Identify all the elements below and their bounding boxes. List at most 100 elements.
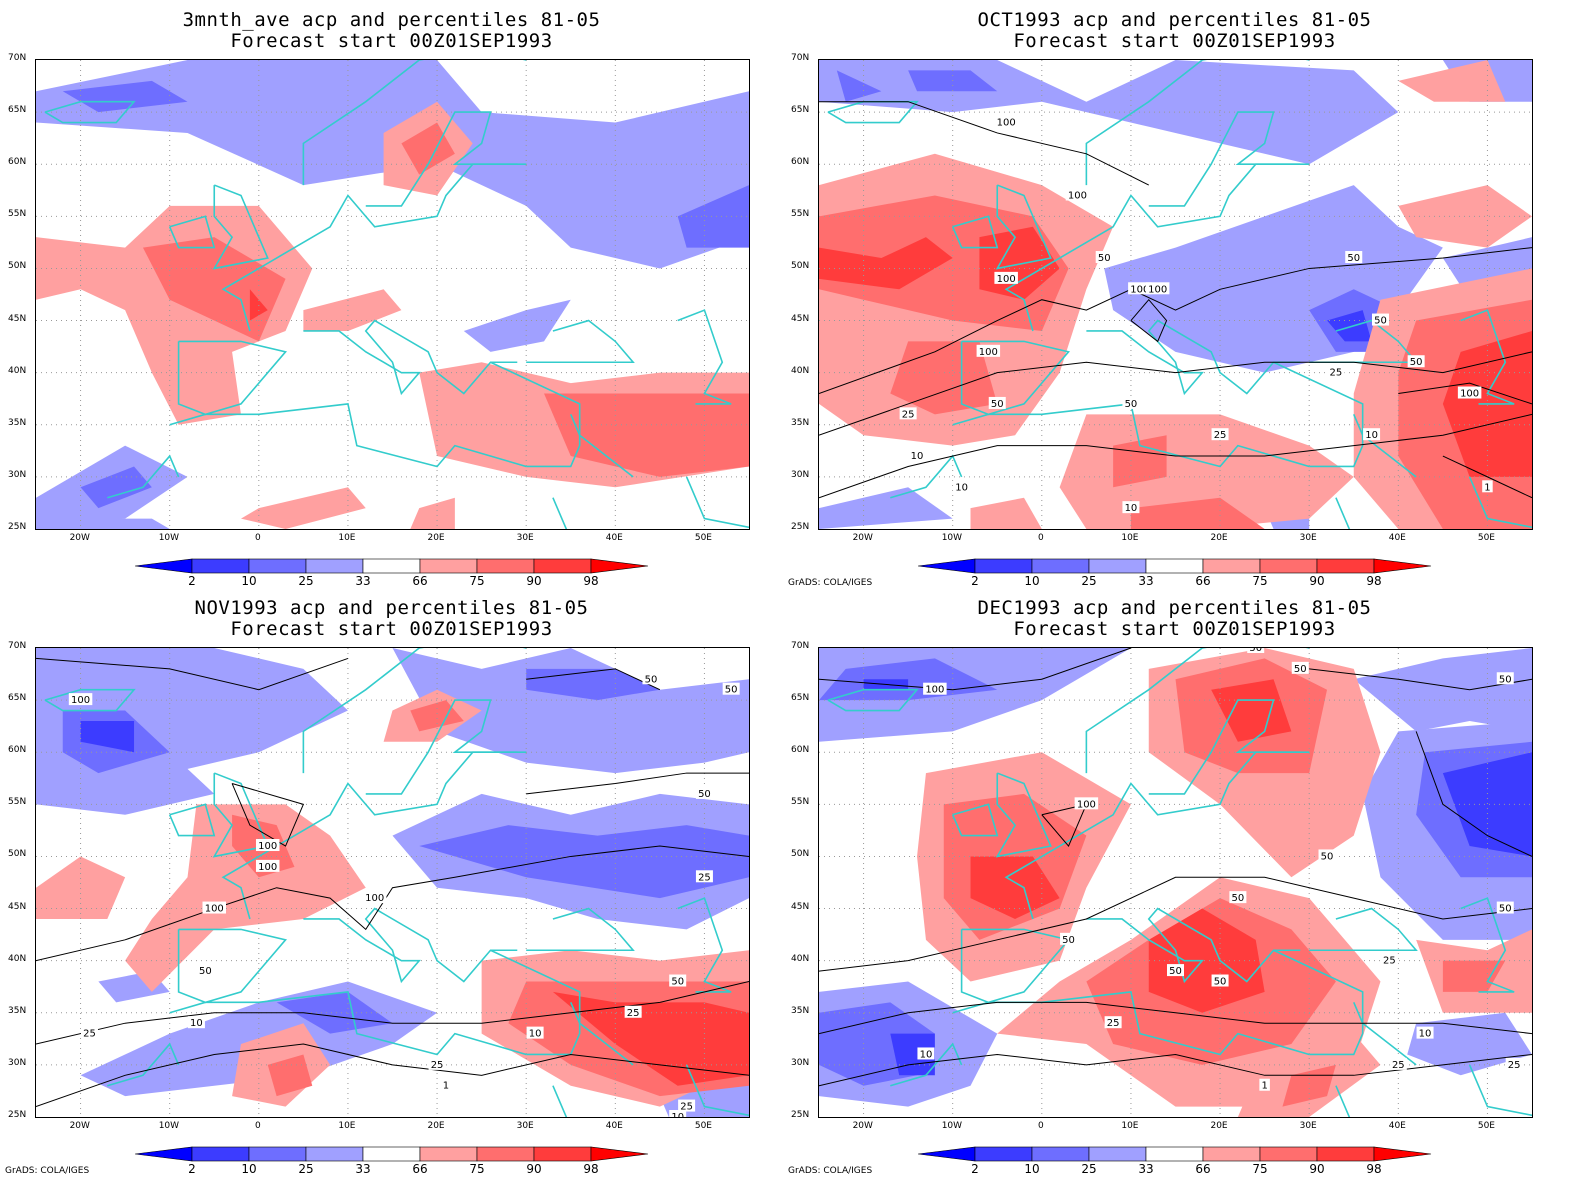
- coastline: [1468, 476, 1532, 529]
- coastline: [221, 751, 518, 920]
- colorbar-label: 75: [469, 574, 485, 588]
- contour-label: 50: [1214, 977, 1227, 988]
- colorbar-label: 2: [971, 1162, 979, 1176]
- longitude-label: 40E: [605, 1121, 623, 1131]
- coastline: [44, 100, 136, 124]
- contour-label: 100: [1148, 284, 1167, 295]
- longitude-label: 50E: [694, 1121, 712, 1131]
- contour-label: 25: [1107, 1018, 1120, 1029]
- contour-label-bg: [994, 115, 1018, 128]
- shaded-region: [419, 825, 749, 899]
- coastline: [526, 907, 635, 952]
- contour-label-bg: [899, 407, 917, 420]
- contour-label-bg: [1095, 251, 1113, 264]
- contour-label-bg: [917, 1047, 935, 1060]
- colorbar-segment: [305, 558, 364, 574]
- contour-label: 50: [1249, 648, 1262, 654]
- contour-label-bg: [908, 449, 926, 462]
- latitude-label: 35N: [8, 1005, 27, 1016]
- contour-line: [819, 101, 1149, 186]
- contour-line: [819, 1053, 1532, 1087]
- coastline: [685, 1064, 749, 1117]
- contour-label-bg: [1229, 891, 1247, 904]
- contour-label: 10: [955, 482, 968, 493]
- latitude-label: 30N: [8, 469, 27, 480]
- colorbar-label: 90: [526, 1162, 542, 1176]
- panel-title-line1: OCT1993 acp and percentiles 81-05: [977, 9, 1372, 31]
- coastline: [1460, 897, 1515, 993]
- longitude-label: 50E: [1477, 1121, 1495, 1131]
- coastline: [490, 949, 581, 1056]
- coastline: [1273, 361, 1364, 468]
- shaded-region: [401, 122, 455, 175]
- coastline: [1085, 60, 1310, 186]
- shaded-region: [836, 70, 882, 102]
- contour-label: 100: [71, 695, 90, 706]
- shaded-region: [249, 289, 268, 321]
- coastline: [1148, 111, 1310, 207]
- latitude-label: 45N: [8, 313, 27, 324]
- contour-label-bg: [255, 839, 280, 852]
- colorbar: [918, 1146, 1432, 1162]
- contour-label-bg: [976, 344, 1001, 357]
- contour-label: 100: [1077, 799, 1096, 810]
- contour-label: 1: [1484, 482, 1490, 493]
- contour-label-bg: [1122, 396, 1140, 409]
- colorbar-segment: [1373, 558, 1432, 574]
- colorbar-label: 25: [1081, 574, 1097, 588]
- coastline: [1309, 319, 1418, 364]
- contour-label-bg: [1407, 355, 1425, 368]
- shaded-region: [819, 487, 953, 529]
- colorbar-label: 90: [526, 574, 542, 588]
- panel-title-line1: DEC1993 acp and percentiles 81-05: [977, 597, 1372, 619]
- latitude-label: 40N: [8, 365, 27, 376]
- contour-label: 50: [1347, 253, 1360, 264]
- longitude-label: 40E: [605, 533, 623, 543]
- contour-label-bg: [196, 964, 214, 977]
- colorbar-label: 10: [1024, 1162, 1040, 1176]
- contour-label-bg: [1247, 648, 1265, 653]
- shaded-region: [890, 341, 998, 415]
- contour-label-bg: [1211, 974, 1229, 987]
- contour-label: 25: [680, 1102, 693, 1113]
- contour-label: 1: [1261, 1081, 1267, 1092]
- latitude-label: 60N: [8, 157, 27, 168]
- colorbar-label: 25: [298, 1162, 314, 1176]
- contour-label: 50: [1169, 966, 1182, 977]
- colorbar-segment: [248, 1146, 307, 1162]
- longitude-label: 50E: [694, 533, 712, 543]
- contour-label: 50: [1098, 253, 1111, 264]
- colorbar-label: 33: [1138, 574, 1154, 588]
- longitude-label: 10E: [338, 1121, 356, 1131]
- colorbar-label: 98: [583, 574, 599, 588]
- grads-credit: GrADS: COLA/IGES: [5, 1166, 90, 1176]
- longitude-label: 40E: [1388, 1121, 1406, 1131]
- latitude-label: 65N: [8, 105, 27, 116]
- panel-title-line1: 3mnth_ave acp and percentiles 81-05: [182, 9, 601, 31]
- contour-label: 10: [920, 1049, 933, 1060]
- contour-label-bg: [1496, 901, 1514, 914]
- contour-label: 50: [1125, 399, 1138, 410]
- shaded-region: [62, 80, 188, 113]
- contour-label-bg: [1345, 251, 1363, 264]
- contour-label: 25: [1214, 430, 1227, 441]
- colorbar-label: 25: [298, 574, 314, 588]
- contour-label: 50: [991, 399, 1004, 410]
- contour-label: 10: [190, 1018, 203, 1029]
- coastline: [1086, 907, 1301, 984]
- longitude-label: 10E: [1121, 533, 1139, 543]
- colorbar-segment: [476, 1146, 535, 1162]
- colorbar-label: 33: [355, 574, 371, 588]
- coastline: [570, 1002, 634, 1066]
- coastline: [490, 361, 581, 468]
- contour-label: 100: [1130, 284, 1149, 295]
- shaded-region: [1442, 960, 1506, 992]
- colorbar-segment: [590, 558, 649, 574]
- longitude-label: 10E: [338, 533, 356, 543]
- coastline: [169, 403, 527, 468]
- latitude-label: 30N: [8, 1057, 27, 1068]
- latitude-label: 45N: [8, 901, 27, 912]
- contour-label-bg: [1318, 849, 1336, 862]
- contour-label: 10: [1419, 1029, 1432, 1040]
- panel-title: DEC1993 acp and percentiles 81-05 Forecas…: [783, 598, 1566, 640]
